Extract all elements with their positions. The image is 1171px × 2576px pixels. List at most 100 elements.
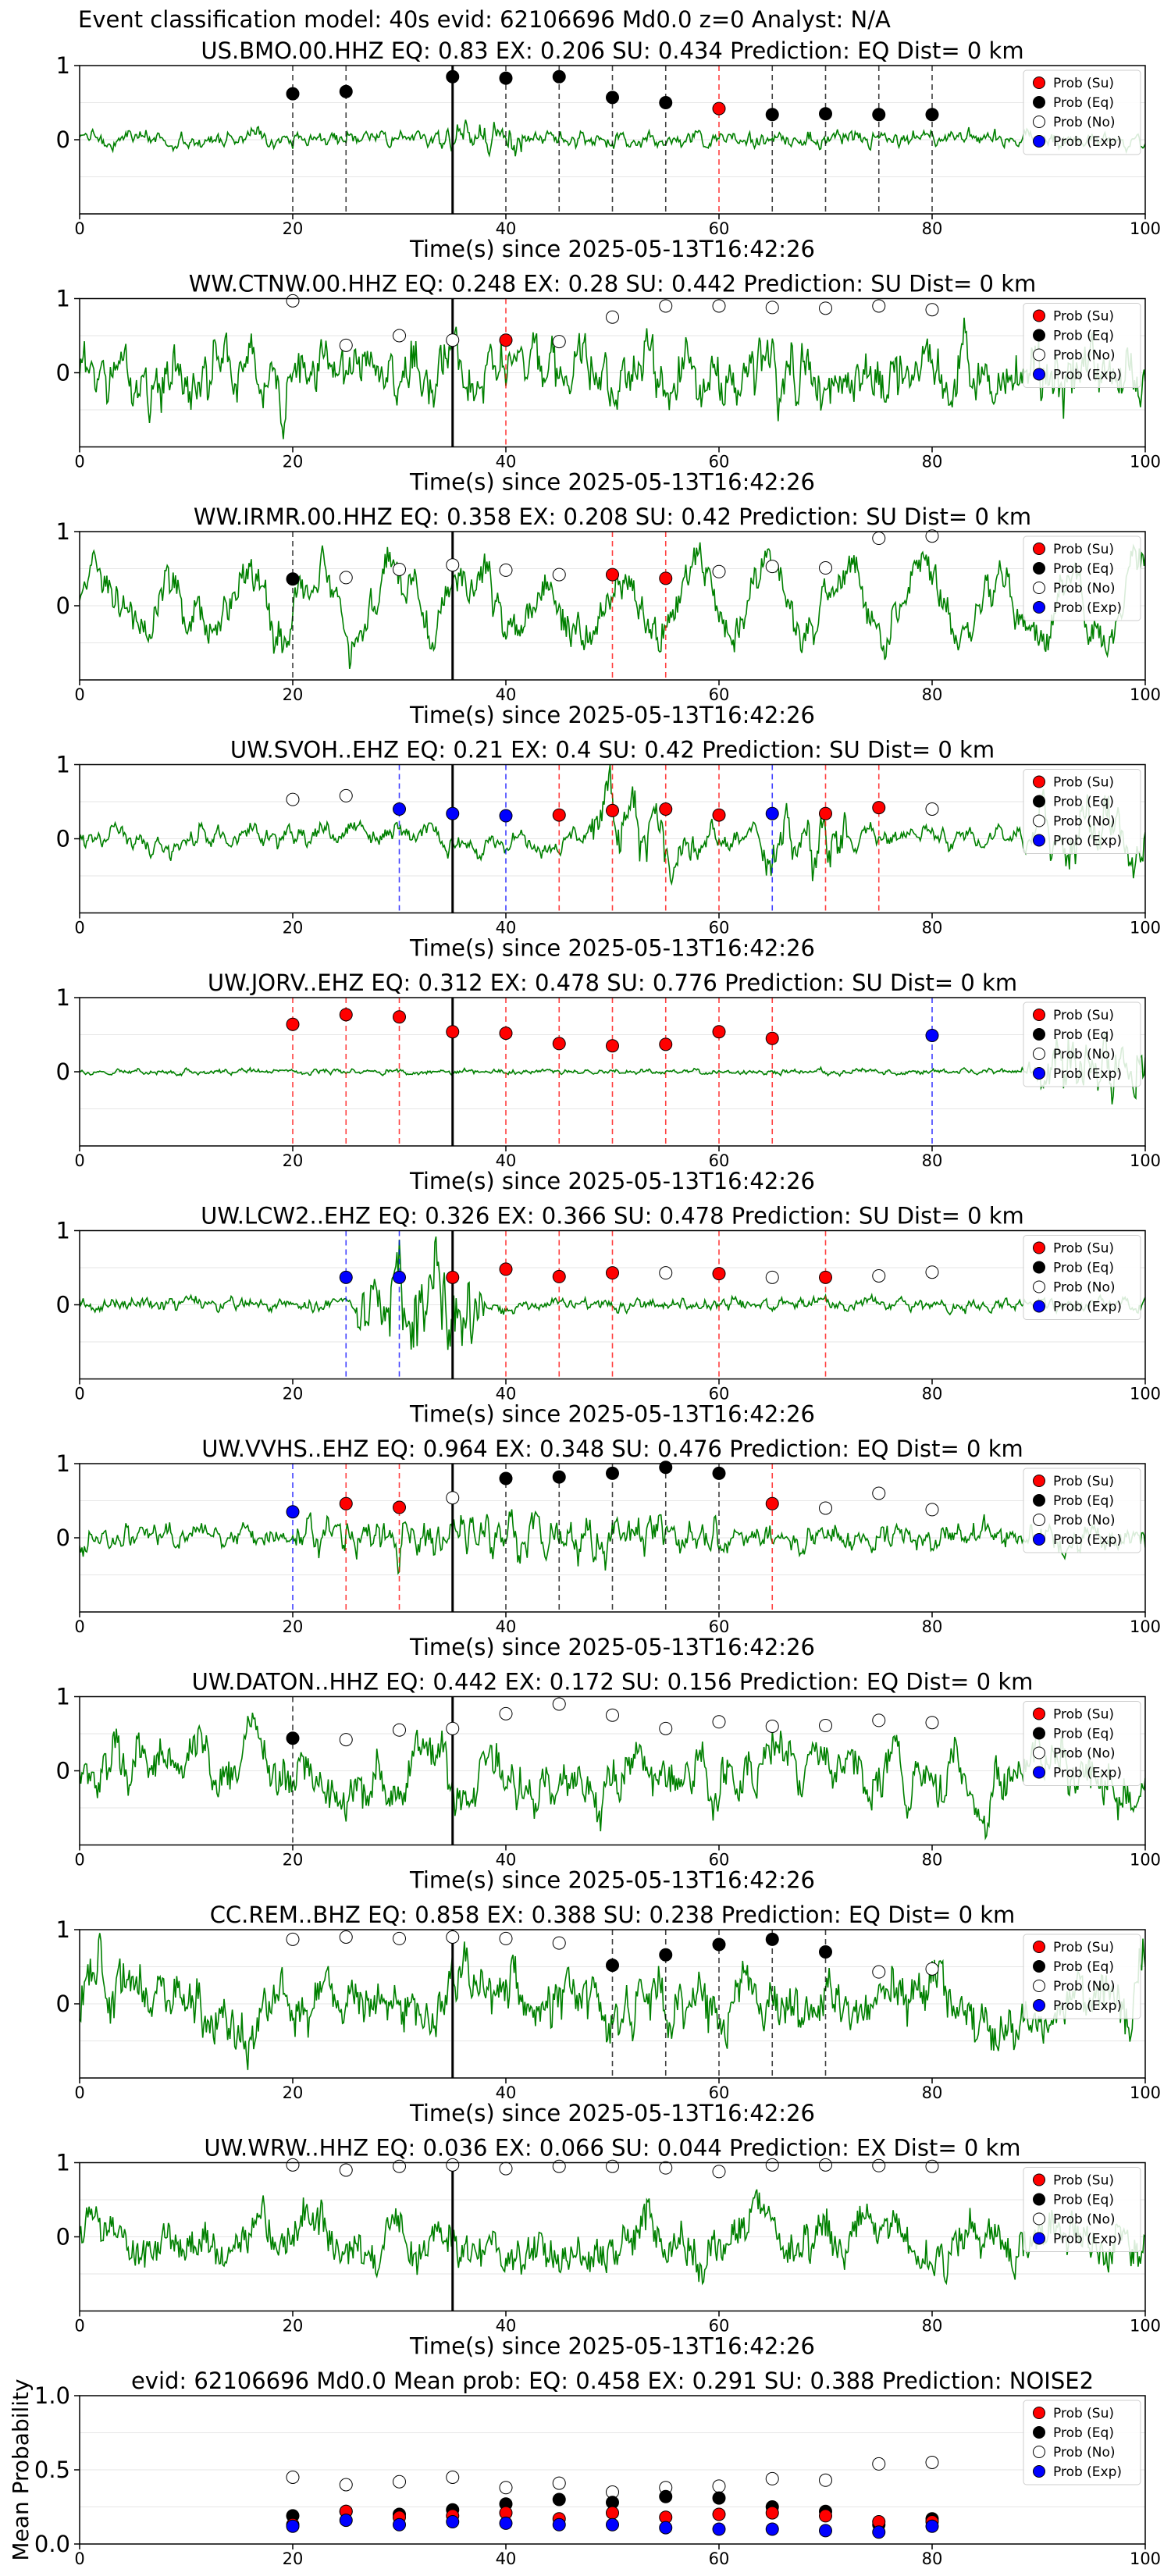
prob-marker-no: [765, 1720, 779, 1733]
prob-marker-no: [393, 2159, 406, 2173]
panel-title: UW.SVOH..EHZ EQ: 0.21 EX: 0.4 SU: 0.42 P…: [230, 737, 995, 763]
prob-marker-exp: [393, 1270, 406, 1284]
legend-marker: [1033, 1707, 1045, 1720]
prob-marker-no: [765, 1270, 779, 1284]
x-tick-label: 40: [496, 919, 517, 938]
legend-label: Prob (Eq): [1053, 1027, 1114, 1043]
prob-marker-eq: [606, 1959, 619, 1973]
prob-marker-eq: [339, 84, 353, 98]
prob-marker-eq: [499, 71, 513, 85]
prob-marker-no: [393, 562, 406, 576]
prob-marker-no: [925, 1265, 939, 1279]
prob-marker-eq: [286, 87, 300, 101]
mean-prob-marker-exp: [446, 2515, 460, 2528]
mean-prob-marker-no: [446, 2471, 460, 2484]
legend-marker: [1033, 348, 1045, 361]
x-tick-label: 0: [74, 919, 84, 938]
prob-marker-eq: [552, 1470, 566, 1484]
x-tick-label: 80: [922, 919, 943, 938]
mean-prob-marker-su: [819, 2509, 832, 2523]
x-tick-label: 0: [74, 1617, 84, 1636]
prob-marker-eq: [712, 1466, 726, 1480]
legend-label: Prob (Eq): [1053, 329, 1114, 344]
legend-marker: [1033, 2426, 1045, 2439]
legend-box: [1023, 535, 1141, 621]
prob-marker-su: [606, 1039, 619, 1053]
panel-title: UW.DATON..HHZ EQ: 0.442 EX: 0.172 SU: 0.…: [192, 1669, 1034, 1695]
prob-marker-su: [712, 1025, 726, 1039]
prob-marker-eq: [925, 108, 939, 122]
prob-marker-no: [819, 561, 832, 575]
x-tick-label: 40: [496, 2549, 517, 2568]
y-tick-label: 0: [56, 1292, 70, 1318]
legend-box: [1023, 1701, 1141, 1786]
y-tick-label: 0.5: [34, 2457, 70, 2483]
x-axis-label: Time(s) since 2025-05-13T16:42:26: [409, 1634, 815, 1660]
legend-marker: [1033, 562, 1045, 575]
x-tick-label: 40: [496, 453, 517, 471]
x-tick-label: 40: [496, 685, 517, 704]
prob-marker-no: [393, 1723, 406, 1737]
mean-prob-marker-no: [339, 2478, 353, 2492]
mean-prob-marker-exp: [393, 2517, 406, 2532]
legend-label: Prob (No): [1053, 1280, 1116, 1296]
prob-marker-no: [765, 560, 779, 574]
legend-label: Prob (Su): [1053, 1241, 1114, 1257]
mean-prob-marker-exp: [925, 2519, 939, 2533]
panel-title: UW.WRW..HHZ EQ: 0.036 EX: 0.066 SU: 0.04…: [204, 2135, 1020, 2161]
x-tick-label: 100: [1130, 453, 1161, 471]
legend-marker: [1033, 1048, 1045, 1060]
x-tick-label: 100: [1130, 2549, 1161, 2568]
panel-8: UW.DATON..HHZ EQ: 0.442 EX: 0.172 SU: 0.…: [56, 1669, 1162, 1894]
y-tick-label: 1: [56, 1684, 70, 1710]
prob-marker-no: [765, 301, 779, 315]
prob-marker-no: [552, 2159, 566, 2173]
x-tick-label: 20: [283, 2549, 304, 2568]
panel-title: WW.CTNW.00.HHZ EQ: 0.248 EX: 0.28 SU: 0.…: [189, 271, 1037, 297]
x-tick-label: 0: [74, 219, 84, 238]
x-axis-label: Time(s) since 2025-05-13T16:42:26: [409, 935, 815, 962]
x-tick-label: 100: [1130, 685, 1161, 704]
panel-7: UW.VVHS..EHZ EQ: 0.964 EX: 0.348 SU: 0.4…: [56, 1436, 1162, 1660]
prob-marker-no: [446, 1491, 460, 1505]
prob-marker-exp: [393, 802, 406, 816]
prob-marker-exp: [286, 1505, 300, 1519]
prob-marker-no: [499, 2161, 513, 2176]
x-axis-label: Time(s) since 2025-05-13T16:42:26: [409, 702, 815, 728]
legend-box: [1023, 1934, 1141, 2019]
prob-marker-exp: [446, 806, 460, 820]
y-axis-label: Mean Probability: [8, 2379, 34, 2560]
prob-marker-no: [872, 1965, 886, 1979]
prob-marker-eq: [659, 96, 673, 109]
prob-marker-eq: [659, 1948, 673, 1962]
legend-label: Prob (Eq): [1053, 2425, 1114, 2441]
prob-marker-no: [499, 1706, 513, 1720]
legend-label: Prob (Exp): [1053, 134, 1122, 150]
prob-marker-no: [819, 2158, 832, 2172]
prob-marker-su: [286, 1017, 300, 1031]
legend-label: Prob (Exp): [1053, 2464, 1122, 2480]
x-tick-label: 20: [283, 685, 304, 704]
panel-10: UW.WRW..HHZ EQ: 0.036 EX: 0.066 SU: 0.04…: [56, 2135, 1162, 2360]
prob-marker-no: [552, 1697, 566, 1711]
prob-marker-su: [552, 1269, 566, 1283]
mean-prob-marker-su: [712, 2507, 726, 2521]
legend-marker: [1033, 76, 1045, 89]
mean-prob-marker-exp: [712, 2522, 726, 2536]
prob-marker-eq: [552, 69, 566, 84]
panel-title: WW.IRMR.00.HHZ EQ: 0.358 EX: 0.208 SU: 0…: [194, 503, 1031, 530]
prob-marker-su: [872, 801, 886, 815]
legend-label: Prob (No): [1053, 2212, 1116, 2228]
x-tick-label: 80: [922, 2083, 943, 2102]
panel-1: US.BMO.00.HHZ EQ: 0.83 EX: 0.206 SU: 0.4…: [56, 37, 1162, 262]
prob-marker-no: [659, 299, 673, 313]
legend-label: Prob (No): [1053, 581, 1116, 596]
prob-marker-no: [712, 564, 726, 578]
legend-marker: [1033, 1514, 1045, 1526]
mean-prob-marker-exp: [499, 2516, 513, 2530]
prob-marker-no: [819, 1719, 832, 1733]
mean-prob-marker-no: [712, 2479, 726, 2493]
x-tick-label: 100: [1130, 1385, 1161, 1404]
legend-box: [1023, 1468, 1141, 1553]
y-tick-label: 0: [56, 592, 70, 619]
